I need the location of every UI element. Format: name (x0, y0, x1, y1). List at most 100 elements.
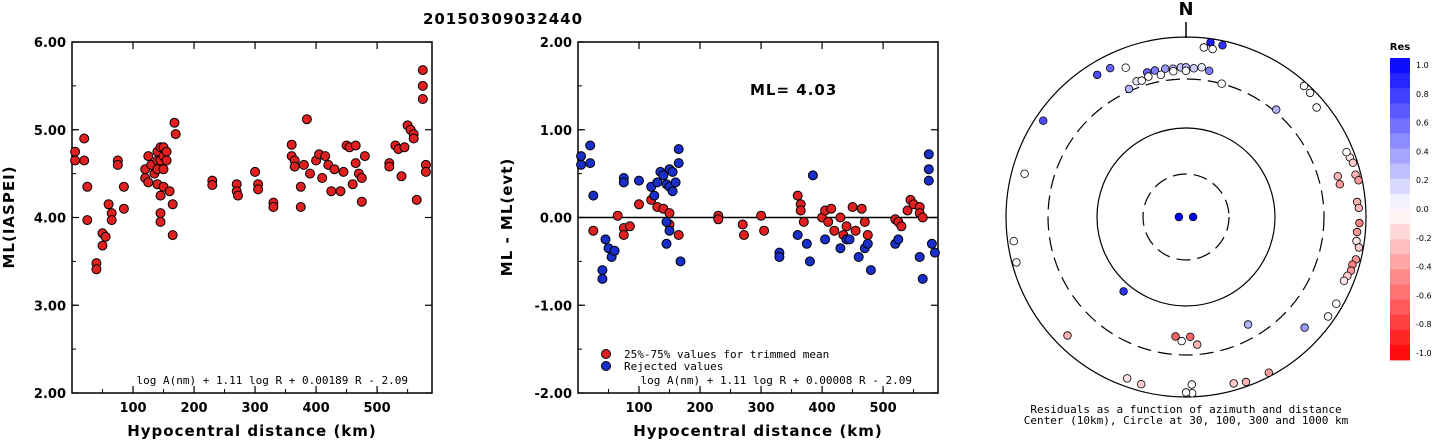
colorbar-cell (1390, 329, 1410, 346)
colorbar-cell (1390, 133, 1410, 149)
legend-trimmed-marker (601, 349, 611, 359)
polar-station-point (1105, 63, 1115, 73)
polar-station-point (1241, 377, 1251, 387)
data-point-rejected (634, 175, 644, 186)
data-point-main (338, 166, 349, 177)
polar-station-point (1020, 169, 1029, 178)
data-point-rejected (658, 170, 669, 181)
data-point-trimmed (618, 230, 629, 240)
polar-points (1009, 38, 1364, 398)
polar-station-point (1199, 43, 1208, 52)
polar-station-point (1354, 176, 1363, 185)
colorbar-title: Res (1390, 42, 1410, 53)
data-point-main (170, 129, 181, 140)
colorbar-cell (1390, 148, 1410, 165)
data-point-rejected (664, 225, 675, 236)
data-point-main (329, 164, 340, 175)
x-tick-label: 300 (241, 401, 268, 416)
polar-station-point (1218, 41, 1227, 50)
data-point-main (118, 181, 129, 192)
data-point-main (411, 194, 422, 205)
data-point-trimmed (823, 216, 834, 227)
data-point-main (100, 231, 111, 242)
colorbar-label: 0.2 (1416, 176, 1429, 185)
y-tick-label: 4.00 (34, 212, 66, 227)
polar-station-point (1156, 70, 1166, 79)
data-point-trimmed (612, 210, 623, 221)
data-point-rejected (649, 190, 660, 201)
y-tick-label: 1.00 (540, 124, 572, 139)
data-point-rejected (585, 140, 596, 151)
data-point-main (207, 180, 218, 190)
data-point-main (70, 146, 81, 157)
data-point-rejected (618, 177, 629, 188)
legend-rejected-marker (601, 361, 611, 371)
polar-station-point (1185, 332, 1195, 341)
polar-station-point (1323, 312, 1333, 321)
data-point-rejected (576, 159, 587, 170)
colorbar-cell (1390, 284, 1410, 300)
y-tick-label: -1.00 (535, 299, 572, 314)
colorbar-label: 0.8 (1416, 90, 1429, 99)
data-point-rejected (801, 238, 812, 249)
polar-caption-line1: Residuals as a function of azimuth and d… (1030, 403, 1341, 416)
data-point-main (82, 215, 93, 226)
x-tick-label: 400 (302, 401, 329, 416)
data-point-rejected (609, 245, 620, 256)
polar-station-point (1171, 332, 1180, 341)
data-point-main (169, 117, 180, 128)
data-point-rejected (844, 234, 855, 245)
x-tick-label: 200 (180, 401, 207, 416)
data-point-rejected (774, 252, 785, 262)
ml-annotation: ML= 4.03 (750, 81, 837, 99)
colorbar-cell (1390, 209, 1410, 225)
data-point-trimmed (588, 225, 599, 236)
data-point-main (82, 181, 93, 192)
data-point-trimmed (739, 230, 749, 240)
y-tick-label: 5.00 (34, 124, 66, 139)
data-point-main (408, 133, 419, 144)
colorbar-label: 0.4 (1416, 147, 1429, 156)
polar-station-point (1305, 88, 1315, 98)
data-point-main (161, 146, 172, 157)
polar-station-point (1012, 258, 1021, 267)
polar-station-point (1189, 64, 1198, 73)
data-point-trimmed (673, 230, 684, 240)
polar-station-point (1092, 70, 1102, 80)
data-point-main (399, 142, 410, 153)
data-point-main (91, 264, 102, 275)
y-tick-label: 6.00 (34, 36, 66, 51)
left-formula: log A(nm) + 1.11 log R + 0.00189 R - 2.0… (136, 374, 408, 387)
data-point-main (356, 196, 367, 207)
data-point-trimmed (917, 212, 928, 223)
polar-station-point (1354, 203, 1363, 213)
data-point-rejected (807, 170, 818, 181)
data-point-main (417, 65, 428, 76)
y-tick-label: 2.00 (34, 387, 66, 402)
colorbar-cell (1390, 269, 1410, 285)
middle-formula: log A(nm) + 1.11 log R + 0.00008 R - 2.0… (640, 374, 912, 387)
data-point-rejected (923, 175, 934, 186)
data-point-main (253, 184, 264, 195)
polar-station-point (1169, 67, 1178, 76)
data-point-main (103, 199, 114, 210)
data-point-main (97, 240, 108, 251)
polar-station-point (1137, 76, 1146, 85)
polar-station-point (1354, 243, 1364, 252)
data-point-rejected (597, 273, 608, 284)
data-point-trimmed (737, 219, 748, 230)
polar-station-point (1339, 276, 1349, 285)
polar-station-point (1121, 63, 1130, 72)
data-point-rejected (673, 158, 684, 169)
data-point-main (417, 94, 428, 104)
data-point-rejected (576, 151, 587, 162)
data-point-main (396, 171, 407, 182)
data-point-main (356, 173, 367, 183)
polar-station-point (1124, 84, 1134, 94)
data-point-trimmed (795, 205, 806, 216)
y-tick-label: 0.00 (540, 212, 572, 227)
polar-station-point (1038, 116, 1048, 125)
data-point-rejected (853, 252, 864, 262)
polar-station-point (1150, 66, 1160, 75)
y-tick-label: 3.00 (34, 299, 66, 314)
